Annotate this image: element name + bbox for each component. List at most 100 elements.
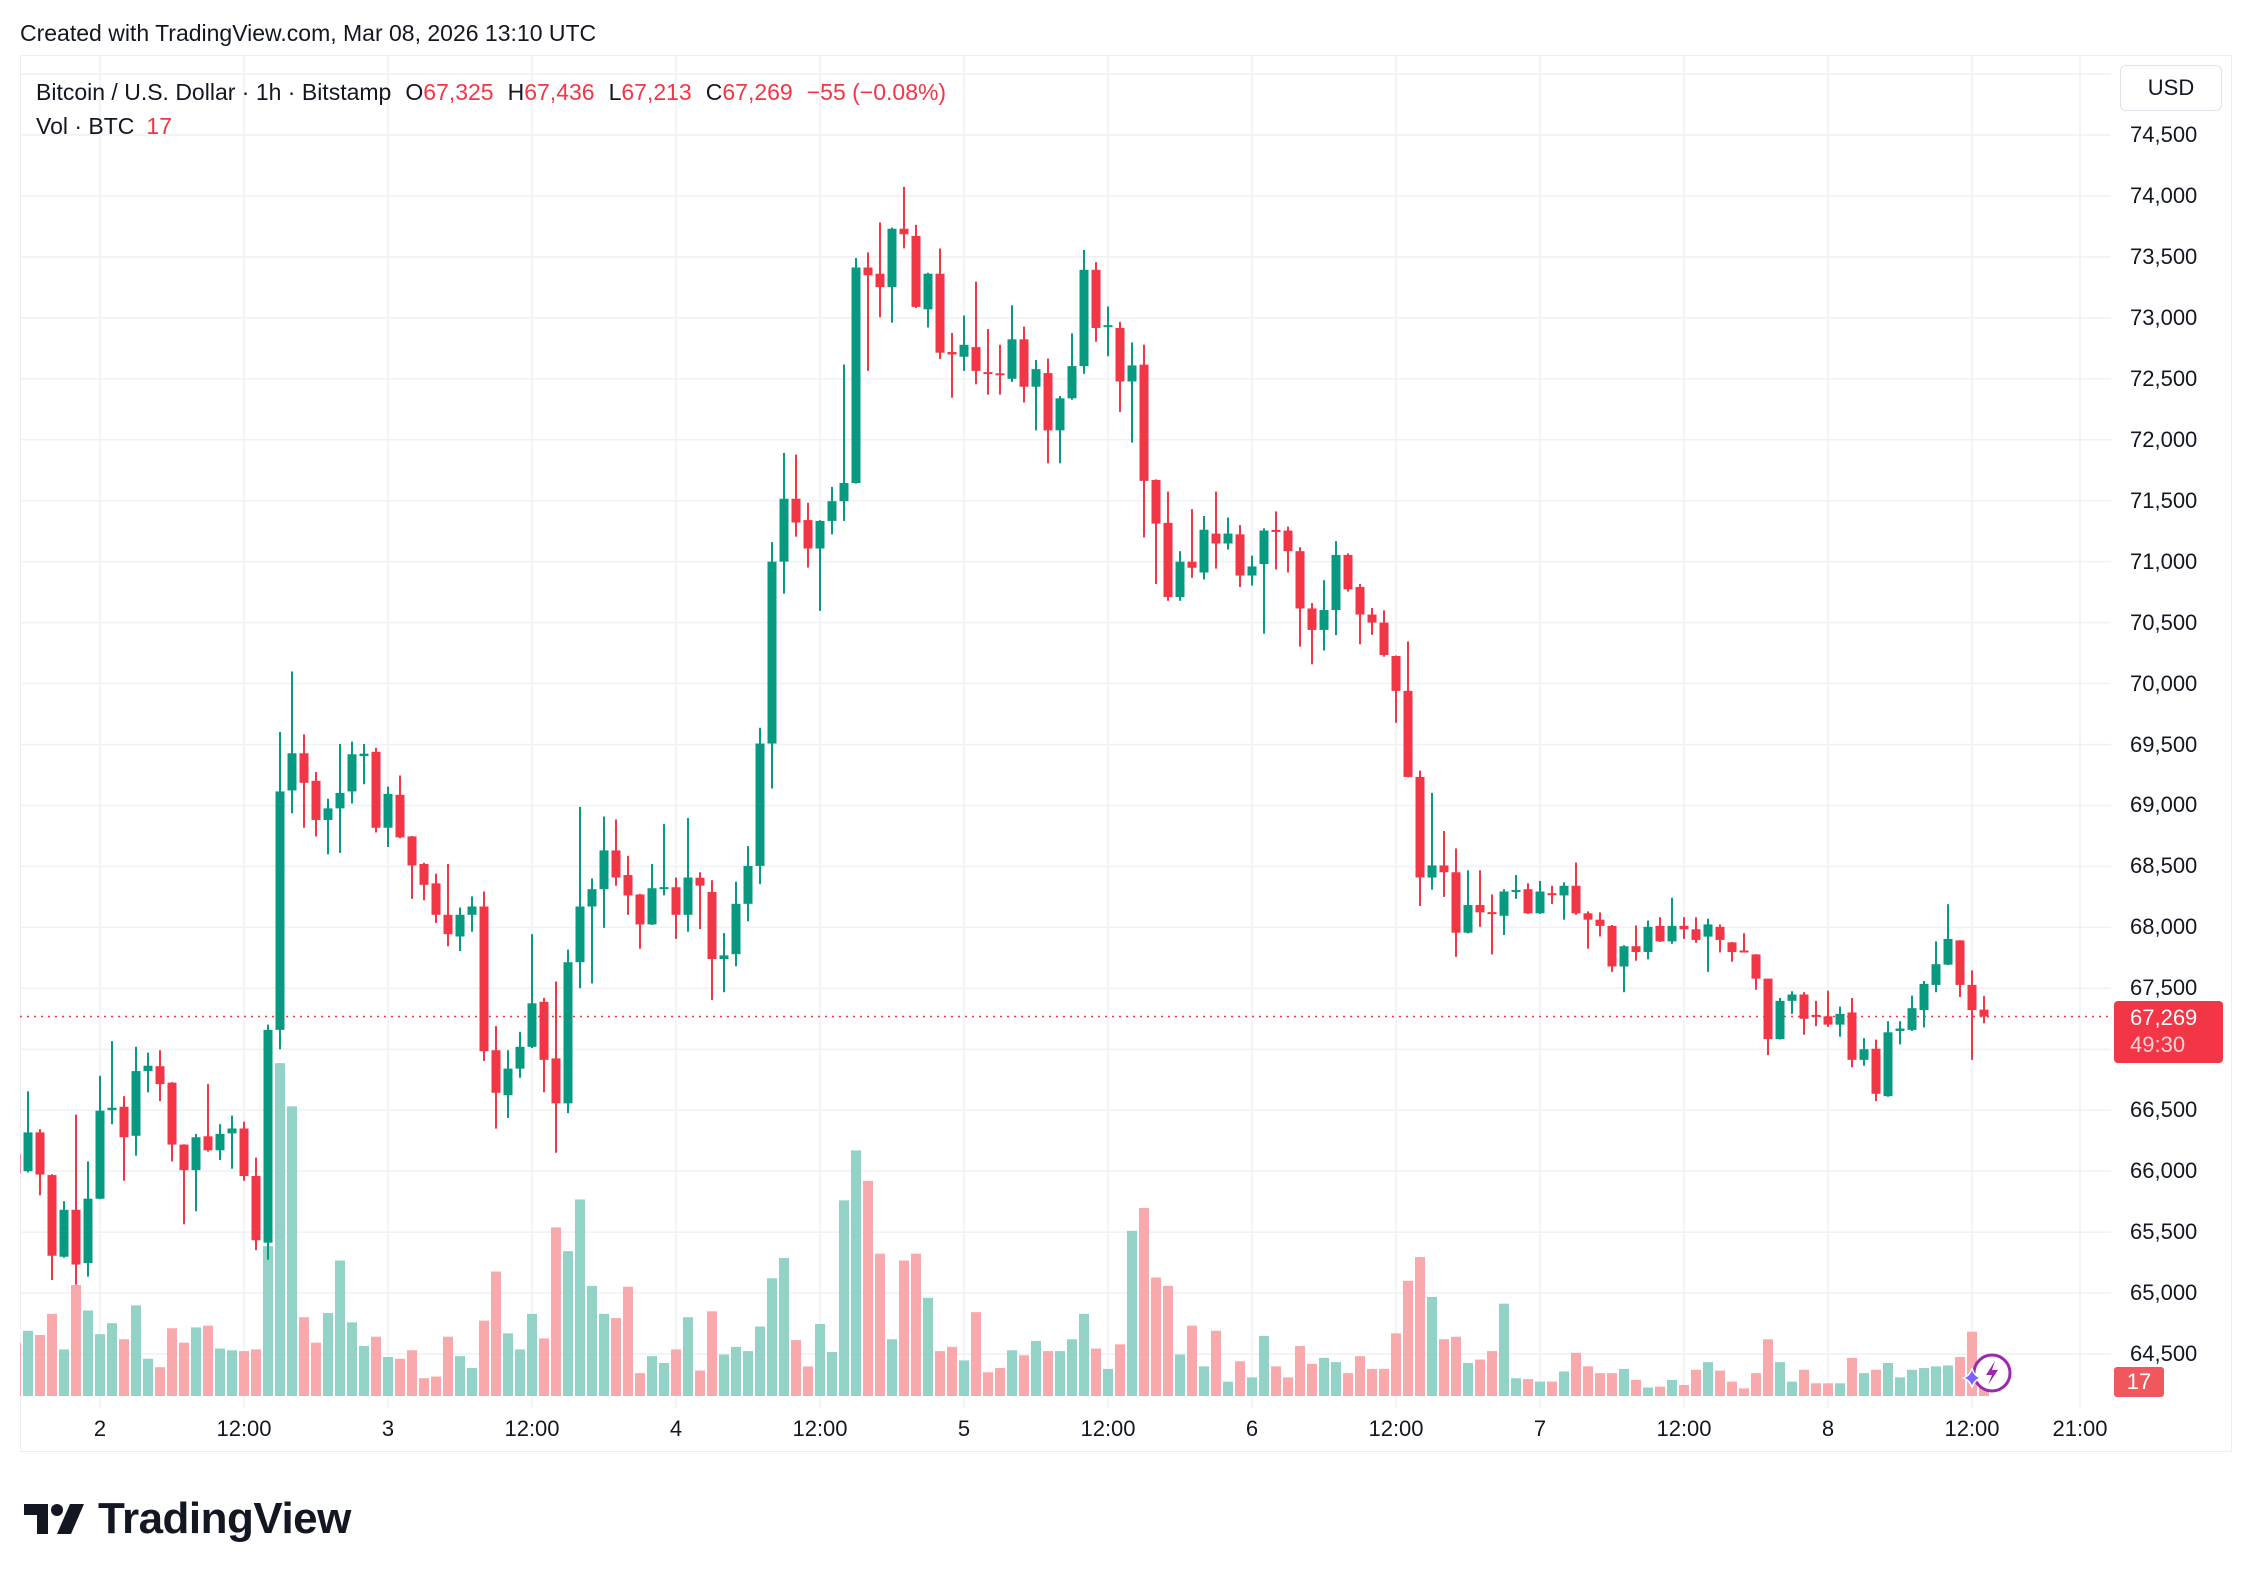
candle-body (167, 1082, 177, 1145)
candle-body (815, 520, 825, 549)
candle-body (263, 1029, 273, 1243)
volume-bar (779, 1257, 789, 1396)
candle-body (743, 865, 753, 904)
symbol-title[interactable]: Bitcoin / U.S. Dollar · 1h · Bitstamp (36, 79, 392, 105)
candle-body (71, 1209, 81, 1265)
volume-bar (1055, 1351, 1065, 1396)
candle-body (107, 1107, 117, 1111)
volume-bar (851, 1150, 861, 1396)
volume-bar (383, 1357, 393, 1396)
candle-body (1415, 776, 1425, 878)
time-tick-label: 21:00 (2052, 1416, 2108, 1441)
volume-bar (1655, 1386, 1665, 1396)
volume-label[interactable]: Vol · BTC (36, 113, 135, 139)
candle-body (1343, 554, 1353, 590)
volume-bar (1091, 1348, 1101, 1396)
time-tick-label: 3 (381, 1416, 395, 1441)
volume-bar (1403, 1280, 1413, 1396)
volume-bar (1355, 1356, 1365, 1396)
volume-bar (1295, 1346, 1305, 1396)
price-tick-label: 64,500 (2130, 1341, 2198, 1366)
price-tick-label: 68,000 (2130, 914, 2198, 940)
candle-body (1739, 950, 1749, 953)
price-tick-label: 66,500 (2130, 1097, 2198, 1123)
volume-bar (491, 1271, 501, 1396)
candle-body (467, 906, 477, 915)
volume-bar (131, 1305, 141, 1396)
volume-bar (83, 1310, 93, 1396)
candle-body (911, 235, 921, 307)
candle-body (695, 877, 705, 886)
volume-bar (1379, 1368, 1389, 1396)
volume-bar (1487, 1351, 1497, 1396)
time-tick-label: 2 (93, 1416, 107, 1441)
candle-body (23, 1132, 33, 1172)
volume-bar (1175, 1354, 1185, 1396)
volume-bar (875, 1253, 885, 1396)
price-tick-label: 68,500 (2130, 853, 2198, 879)
candle-body (1691, 929, 1701, 940)
volume-bar (1523, 1379, 1533, 1396)
time-tick-label: 12:00 (216, 1416, 272, 1441)
candle-body (971, 347, 981, 371)
volume-bar (539, 1338, 549, 1396)
sparkle-lightning-icon[interactable] (1960, 1350, 2012, 1401)
created-with-caption: Created with TradingView.com, Mar 08, 20… (20, 20, 597, 46)
candle-body (1955, 940, 1965, 985)
time-tick-label: 7 (1533, 1416, 1547, 1441)
candle-body (1187, 561, 1197, 568)
candle-body (95, 1110, 105, 1199)
high-label: H (507, 79, 525, 105)
volume-bar (1115, 1344, 1125, 1396)
volume-bar (47, 1313, 57, 1396)
volume-bar (1007, 1350, 1017, 1396)
volume-bar (1715, 1370, 1725, 1396)
candle-body (1715, 926, 1725, 940)
volume-bar (1787, 1381, 1797, 1396)
candle-body (311, 780, 321, 820)
candle-body (1547, 893, 1557, 896)
volume-bar (215, 1348, 225, 1396)
price-tick-label: 70,000 (2130, 670, 2198, 696)
candle-body (1175, 561, 1185, 598)
volume-bar (1835, 1383, 1845, 1396)
volume-bar (107, 1323, 117, 1396)
time-tick-label: 12:00 (1944, 1416, 2000, 1441)
price-tick-label: 72,000 (2130, 426, 2198, 452)
volume-bar (1763, 1339, 1773, 1396)
volume-bar (251, 1349, 261, 1396)
candle-body (1967, 984, 1977, 1011)
candle-body (1271, 529, 1281, 532)
candle-body (1139, 364, 1149, 481)
volume-bar (1427, 1296, 1437, 1396)
time-tick-label: 12:00 (1656, 1416, 1712, 1441)
chart-plot-area[interactable] (20, 55, 2111, 1408)
last-price-value: 67,269 (2130, 1005, 2198, 1030)
tradingview-logo-text: TradingView (98, 1494, 351, 1543)
volume-bar (323, 1312, 333, 1396)
close-value: 67,269 (722, 79, 793, 105)
volume-bar (983, 1372, 993, 1396)
price-tick-label: 74,500 (2130, 122, 2198, 147)
candle-body (599, 850, 609, 890)
volume-bar (1559, 1371, 1569, 1396)
candle-body (431, 883, 441, 915)
volume-bar (167, 1328, 177, 1396)
volume-bar (287, 1106, 297, 1396)
volume-bar (731, 1346, 741, 1396)
candle-body (1199, 529, 1209, 573)
candle-body (239, 1128, 249, 1177)
currency-button[interactable]: USD (2120, 65, 2222, 111)
volume-bar (1547, 1381, 1557, 1396)
candle-body (335, 792, 345, 809)
volume-bar (1331, 1362, 1341, 1396)
volume-bar (1019, 1355, 1029, 1396)
low-label: L (608, 79, 622, 105)
candle-body (1571, 885, 1581, 914)
candle-body (527, 1003, 537, 1047)
candle-body (491, 1050, 501, 1093)
candle-body (755, 743, 765, 866)
tradingview-logo[interactable]: TradingView (24, 1494, 351, 1544)
volume-bar (443, 1336, 453, 1396)
price-tick-label: 74,000 (2130, 182, 2198, 208)
